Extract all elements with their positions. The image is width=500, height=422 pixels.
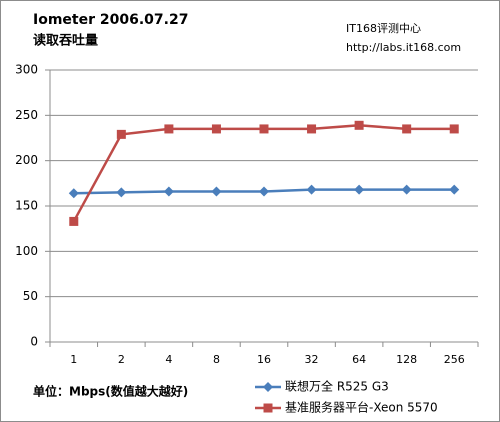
x-tick-label: 8 (213, 353, 220, 366)
data-point (449, 184, 460, 195)
x-tick-label: 64 (352, 353, 366, 366)
data-point (259, 186, 269, 197)
data-point (164, 124, 174, 134)
data-point (307, 124, 317, 134)
data-point (116, 129, 126, 139)
data-point (354, 184, 365, 195)
legend-label: 联想万全 R525 G3 (285, 379, 389, 394)
y-tick-label: 250 (15, 108, 38, 122)
x-tick-label: 128 (396, 353, 417, 366)
data-point (449, 124, 459, 134)
legend-marker (263, 382, 273, 392)
annotation: http://labs.it168.com (346, 41, 461, 54)
legend-label: 基准服务器平台-Xeon 5570 (285, 400, 438, 415)
data-point (68, 188, 79, 199)
y-tick-label: 100 (15, 244, 38, 258)
data-point (402, 124, 412, 134)
annotation: IT168评测中心 (346, 22, 421, 35)
x-tick-label: 2 (118, 353, 125, 366)
data-point (211, 186, 222, 197)
y-tick-label: 150 (15, 199, 38, 213)
data-point (211, 124, 221, 134)
chart-subtitle: 读取吞吐量 (33, 33, 98, 49)
x-tick-label: 16 (257, 353, 271, 366)
data-point (354, 120, 364, 130)
data-point (116, 187, 127, 198)
y-tick-label: 300 (15, 63, 38, 77)
y-tick-label: 50 (23, 289, 38, 303)
x-tick-label: 32 (305, 353, 319, 366)
data-point (306, 184, 317, 195)
x-tick-label: 1 (70, 353, 77, 366)
x-tick-label: 256 (444, 353, 465, 366)
chart-title: Iometer 2006.07.27 (33, 12, 188, 28)
data-point (401, 184, 412, 195)
y-tick-label: 0 (30, 335, 38, 349)
x-tick-label: 4 (165, 353, 172, 366)
data-point (259, 124, 269, 134)
y-tick-label: 200 (15, 153, 38, 167)
data-point (69, 216, 79, 226)
legend-marker (263, 403, 273, 413)
axis-label: 单位：Mbps(数值越大越好) (33, 384, 188, 399)
data-point (163, 186, 174, 197)
